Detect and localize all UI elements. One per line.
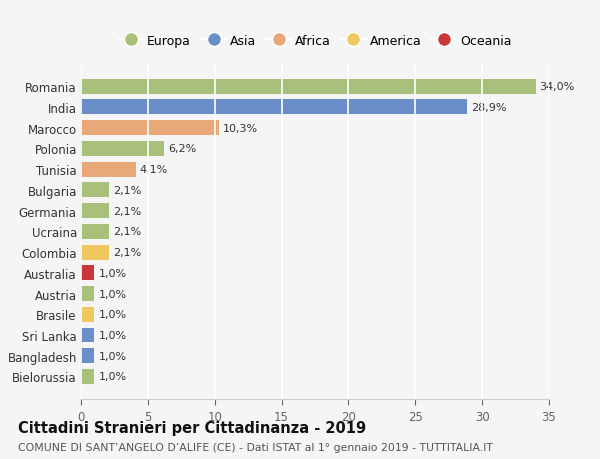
Bar [81, 183, 109, 198]
Text: 1,0%: 1,0% [98, 372, 127, 381]
Bar [81, 286, 94, 301]
Text: 4,1%: 4,1% [140, 165, 168, 175]
Text: COMUNE DI SANT’ANGELO D’ALIFE (CE) - Dati ISTAT al 1° gennaio 2019 - TUTTITALIA.: COMUNE DI SANT’ANGELO D’ALIFE (CE) - Dat… [18, 442, 493, 452]
Text: 1,0%: 1,0% [98, 351, 127, 361]
Text: 10,3%: 10,3% [223, 123, 258, 133]
Bar [81, 245, 109, 260]
Text: 1,0%: 1,0% [98, 289, 127, 299]
Text: 28,9%: 28,9% [472, 103, 507, 112]
Bar [81, 141, 164, 157]
Text: 2,1%: 2,1% [113, 227, 142, 237]
Text: 2,1%: 2,1% [113, 247, 142, 257]
Text: Cittadini Stranieri per Cittadinanza - 2019: Cittadini Stranieri per Cittadinanza - 2… [18, 420, 366, 435]
Bar [81, 369, 94, 384]
Bar [81, 204, 109, 218]
Text: 1,0%: 1,0% [98, 330, 127, 340]
Text: 34,0%: 34,0% [539, 82, 575, 92]
Bar [81, 162, 136, 177]
Text: 2,1%: 2,1% [113, 185, 142, 196]
Bar [81, 121, 219, 136]
Bar [81, 328, 94, 343]
Legend: Europa, Asia, Africa, America, Oceania: Europa, Asia, Africa, America, Oceania [116, 32, 514, 50]
Text: 6,2%: 6,2% [168, 144, 196, 154]
Text: 1,0%: 1,0% [98, 309, 127, 319]
Text: 2,1%: 2,1% [113, 206, 142, 216]
Bar [81, 307, 94, 322]
Bar [81, 224, 109, 239]
Bar [81, 100, 467, 115]
Bar [81, 348, 94, 364]
Bar [81, 79, 536, 95]
Text: 1,0%: 1,0% [98, 268, 127, 278]
Bar [81, 266, 94, 280]
